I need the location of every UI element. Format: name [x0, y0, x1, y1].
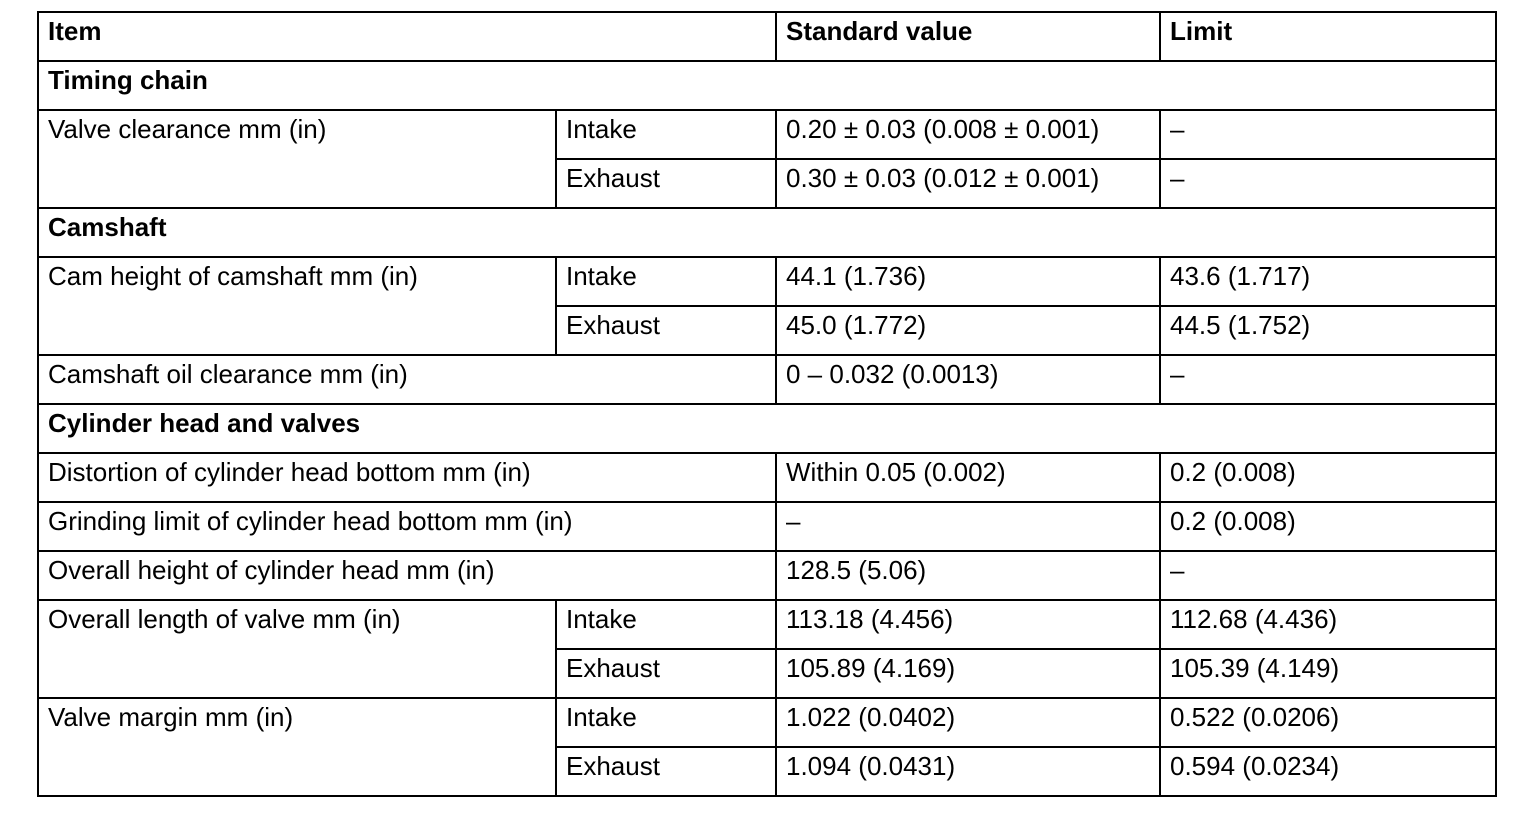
table-row: Item Standard value Limit — [37, 11, 1497, 62]
item-label: Overall length of valve mm (in) — [37, 599, 557, 699]
limit-value: 0.2 (0.008) — [1159, 501, 1497, 552]
item-label: Grinding limit of cylinder head bottom m… — [37, 501, 777, 552]
table-row: Valve clearance mm (in) Intake 0.20 ± 0.03… — [37, 109, 1497, 209]
variant-name: Intake — [555, 256, 777, 307]
limit-value: 0.2 (0.008) — [1159, 452, 1497, 503]
variant-name: Intake — [555, 697, 777, 748]
standard-value: 45.0 (1.772) — [775, 305, 1161, 356]
table-row: Exhaust 0.30 ± 0.03 (0.012 ± 0.001) – — [38, 158, 1497, 209]
limit-value: – — [1159, 550, 1497, 601]
limit-value: 44.5 (1.752) — [1159, 305, 1497, 356]
section-title: Timing chain — [37, 60, 1497, 111]
section-title: Camshaft — [37, 207, 1497, 258]
variant-name: Intake — [555, 109, 777, 160]
limit-value: 0.522 (0.0206) — [1159, 697, 1497, 748]
item-label: Valve margin mm (in) — [37, 697, 557, 797]
limit-value: 0.594 (0.0234) — [1159, 746, 1497, 797]
standard-value: 0.20 ± 0.03 (0.008 ± 0.001) — [775, 109, 1161, 160]
standard-value: 0 – 0.032 (0.0013) — [775, 354, 1161, 405]
variant-name: Exhaust — [555, 305, 777, 356]
table-row: Exhaust 105.89 (4.169) 105.39 (4.149) — [38, 648, 1497, 699]
limit-value: 112.68 (4.436) — [1159, 599, 1497, 650]
standard-value: 113.18 (4.456) — [775, 599, 1161, 650]
item-label: Overall height of cylinder head mm (in) — [37, 550, 777, 601]
header-cell: Item — [37, 11, 777, 62]
standard-value: 1.022 (0.0402) — [775, 697, 1161, 748]
variant-name: Exhaust — [555, 746, 777, 797]
table-body: Item Standard value Limit Timing chain Valve… — [37, 11, 1497, 797]
standard-value: 44.1 (1.736) — [775, 256, 1161, 307]
standard-value: 128.5 (5.06) — [775, 550, 1161, 601]
item-label: Cam height of camshaft mm (in) — [37, 256, 557, 356]
header-cell: Limit — [1159, 11, 1497, 62]
table-row: Cam height of camshaft mm (in) Intake 44.1… — [37, 256, 1497, 356]
standard-value: Within 0.05 (0.002) — [775, 452, 1161, 503]
spec-table: Item Standard value Limit Timing chain Valve… — [37, 11, 1497, 797]
limit-value: 105.39 (4.149) — [1159, 648, 1497, 699]
table-row: Camshaft oil clearance mm (in) 0 – 0.032 … — [37, 354, 1497, 405]
limit-value: – — [1159, 109, 1497, 160]
limit-value: 43.6 (1.717) — [1159, 256, 1497, 307]
table-row: Exhaust 45.0 (1.772) 44.5 (1.752) — [38, 305, 1497, 356]
variant-name: Intake — [555, 599, 777, 650]
table-row: Camshaft — [37, 207, 1497, 258]
standard-value: 1.094 (0.0431) — [775, 746, 1161, 797]
standard-value: 105.89 (4.169) — [775, 648, 1161, 699]
variant-name: Exhaust — [555, 648, 777, 699]
item-label: Camshaft oil clearance mm (in) — [37, 354, 777, 405]
variant-name: Exhaust — [555, 158, 777, 209]
item-label: Distortion of cylinder head bottom mm (i… — [37, 452, 777, 503]
item-label: Valve clearance mm (in) — [37, 109, 557, 209]
limit-value: – — [1159, 354, 1497, 405]
header-cell: Standard value — [775, 11, 1161, 62]
table-row: Exhaust 1.094 (0.0431) 0.594 (0.0234) — [38, 746, 1497, 797]
table-row: Cylinder head and valves — [37, 403, 1497, 454]
table-row: Distortion of cylinder head bottom mm (i… — [37, 452, 1497, 503]
standard-value: 0.30 ± 0.03 (0.012 ± 0.001) — [775, 158, 1161, 209]
table-row: Overall length of valve mm (in) Intake 113… — [37, 599, 1497, 699]
table-row: Timing chain — [37, 60, 1497, 111]
section-title: Cylinder head and valves — [37, 403, 1497, 454]
table-row: Valve margin mm (in) Intake 1.022 (0.0402)… — [37, 697, 1497, 797]
standard-value: – — [775, 501, 1161, 552]
table-row: Grinding limit of cylinder head bottom m… — [37, 501, 1497, 552]
limit-value: – — [1159, 158, 1497, 209]
table-row: Overall height of cylinder head mm (in) 1… — [37, 550, 1497, 601]
